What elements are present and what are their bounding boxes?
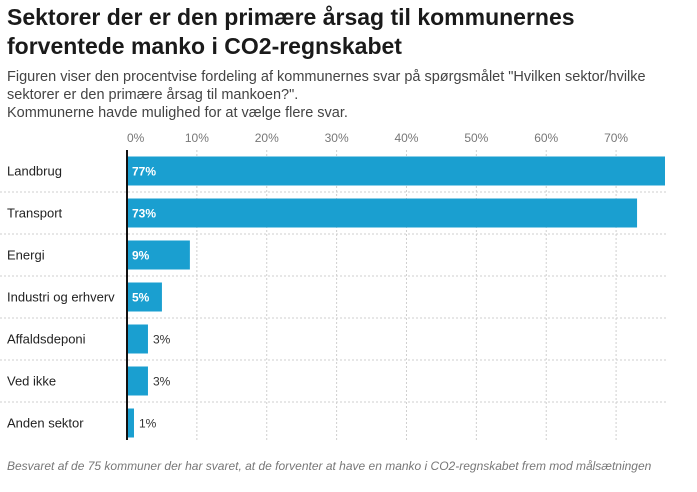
bar — [127, 408, 134, 438]
bar — [127, 156, 665, 186]
value-label: 5% — [132, 291, 150, 305]
chart-title: Sektorer der er den primære årsag til ko… — [7, 4, 575, 59]
category-label: Anden sektor — [7, 416, 84, 431]
bar — [127, 282, 162, 312]
value-label: 3% — [153, 375, 171, 389]
bar — [127, 366, 148, 396]
value-label: 73% — [132, 207, 156, 221]
x-tick-label: 20% — [255, 131, 279, 145]
x-tick-label: 10% — [185, 131, 209, 145]
chart-subtitle: Figuren viser den procentvise fordeling … — [7, 68, 687, 122]
x-tick-label: 50% — [464, 131, 488, 145]
x-tick-label: 40% — [394, 131, 418, 145]
x-tick-label: 0% — [127, 131, 145, 145]
category-label: Energi — [7, 248, 45, 263]
row-separators — [0, 191, 667, 403]
subtitle-line-2: Kommunerne havde mulighed for at vælge f… — [7, 105, 348, 121]
bar — [127, 240, 190, 270]
subtitle-line-1: Figuren viser den procentvise fordeling … — [7, 69, 646, 103]
value-label: 3% — [153, 333, 171, 347]
x-tick-label: 70% — [604, 131, 628, 145]
bars — [127, 156, 665, 438]
x-tick-label: 60% — [534, 131, 558, 145]
value-label: 1% — [139, 417, 157, 431]
footnote: Besvaret af de 75 kommuner der har svare… — [7, 459, 652, 473]
category-labels: Landbrug Transport Energi Industri og erhve… — [7, 164, 115, 431]
x-axis-ticks: 0% 10% 20% 30% 40% 50% 60% 70% — [127, 131, 628, 145]
category-label: Transport — [7, 206, 63, 221]
bar — [127, 198, 638, 228]
category-label: Industri og erhverv — [7, 290, 115, 305]
value-labels: 77% 73% 9% 5% 3% 3% 1% — [132, 165, 171, 431]
bar — [127, 324, 148, 354]
category-label: Ved ikke — [7, 374, 56, 389]
value-label: 77% — [132, 165, 156, 179]
gridlines — [196, 150, 617, 440]
bar-chart: 0% 10% 20% 30% 40% 50% 60% 70% Landbrug Transpor… — [0, 131, 667, 440]
x-tick-label: 30% — [325, 131, 349, 145]
value-label: 9% — [132, 249, 150, 263]
category-label: Affaldsdeponi — [7, 332, 86, 347]
category-label: Landbrug — [7, 164, 62, 179]
